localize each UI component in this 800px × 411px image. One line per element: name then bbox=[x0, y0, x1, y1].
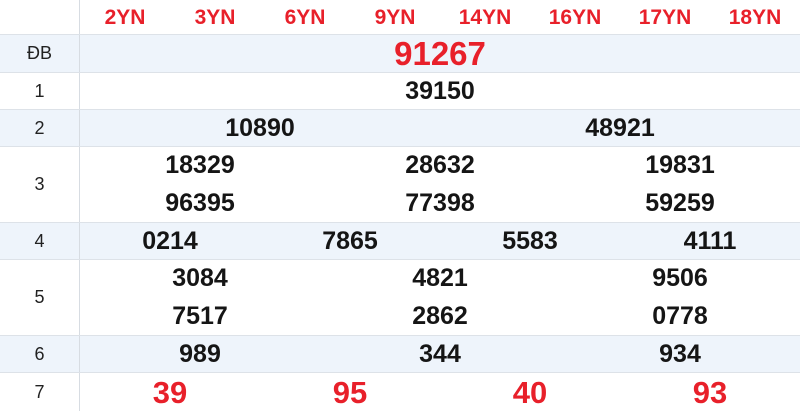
table-row-2: 2 10890 48921 bbox=[0, 109, 800, 146]
prize-number: 0778 bbox=[652, 301, 708, 330]
prize-number: 0214 bbox=[142, 226, 198, 255]
corner-cell bbox=[0, 0, 80, 34]
prize-number: 7517 bbox=[172, 301, 228, 330]
prize-number: 48921 bbox=[585, 113, 655, 142]
prize-line: 7517 2862 0778 bbox=[80, 298, 800, 336]
table-row-6: 6 989 344 934 bbox=[0, 335, 800, 372]
prize-number: 96395 bbox=[165, 188, 235, 217]
col-header-16yn: 16YN bbox=[548, 5, 602, 29]
prize-line: 0214 7865 5583 4111 bbox=[80, 223, 800, 259]
prize-number: 344 bbox=[419, 339, 461, 368]
prize-line: 3084 4821 9506 bbox=[80, 260, 800, 298]
header-row: 2YN 3YN 6YN 9YN 14YN 16YN 17YN 18YN bbox=[0, 0, 800, 34]
table-row-1: 1 39150 bbox=[0, 72, 800, 109]
prize-line: 39150 bbox=[80, 73, 800, 109]
row-label: 7 bbox=[0, 373, 80, 411]
prize-number: 4111 bbox=[683, 226, 737, 255]
row-label: 3 bbox=[0, 147, 80, 222]
prize-number: 9506 bbox=[652, 264, 708, 293]
header-line: 2YN 3YN 6YN 9YN 14YN 16YN 17YN 18YN bbox=[80, 0, 800, 34]
row-label: 1 bbox=[0, 73, 80, 109]
row-label: 2 bbox=[0, 110, 80, 146]
prize-line: 96395 77398 59259 bbox=[80, 185, 800, 223]
prize-line: 91267 bbox=[80, 35, 800, 72]
col-header-14yn: 14YN bbox=[458, 5, 512, 29]
prize-number: 989 bbox=[179, 339, 221, 368]
prize-number: 18329 bbox=[165, 151, 235, 180]
table-row-7: 7 39 95 40 93 bbox=[0, 372, 800, 411]
prize-number: 7865 bbox=[322, 226, 378, 255]
col-header-9yn: 9YN bbox=[374, 5, 416, 29]
table-row-3: 3 18329 28632 19831 96395 77398 59259 bbox=[0, 146, 800, 222]
table-row-5: 5 3084 4821 9506 7517 2862 0778 bbox=[0, 259, 800, 335]
prize-number: 93 bbox=[692, 374, 728, 410]
prize-number: 10890 bbox=[225, 113, 295, 142]
col-header-3yn: 3YN bbox=[194, 5, 236, 29]
col-header-17yn: 17YN bbox=[638, 5, 692, 29]
prize-number: 19831 bbox=[645, 151, 715, 180]
table-row-4: 4 0214 7865 5583 4111 bbox=[0, 222, 800, 259]
prize-line: 18329 28632 19831 bbox=[80, 147, 800, 185]
prize-number: 77398 bbox=[405, 188, 475, 217]
prize-number: 59259 bbox=[645, 188, 715, 217]
row-label: 6 bbox=[0, 336, 80, 372]
col-header-18yn: 18YN bbox=[728, 5, 782, 29]
prize-number: 28632 bbox=[405, 151, 475, 180]
prize-number: 91267 bbox=[394, 35, 486, 72]
prize-number: 2862 bbox=[412, 301, 468, 330]
prize-number: 95 bbox=[332, 374, 368, 410]
row-label: 5 bbox=[0, 260, 80, 335]
prize-number: 40 bbox=[512, 374, 548, 410]
row-label: ĐB bbox=[0, 35, 80, 72]
row-label: 4 bbox=[0, 223, 80, 259]
prize-line: 10890 48921 bbox=[80, 110, 800, 146]
prize-number: 39 bbox=[152, 374, 188, 410]
col-header-2yn: 2YN bbox=[104, 5, 146, 29]
col-header-6yn: 6YN bbox=[284, 5, 326, 29]
prize-line: 39 95 40 93 bbox=[80, 373, 800, 411]
prize-number: 934 bbox=[659, 339, 701, 368]
prize-line: 989 344 934 bbox=[80, 336, 800, 372]
prize-number: 4821 bbox=[412, 264, 468, 293]
prize-number: 3084 bbox=[172, 264, 228, 293]
prize-number: 39150 bbox=[405, 76, 475, 105]
table-row-đb: ĐB 91267 bbox=[0, 34, 800, 72]
prize-number: 5583 bbox=[502, 226, 558, 255]
